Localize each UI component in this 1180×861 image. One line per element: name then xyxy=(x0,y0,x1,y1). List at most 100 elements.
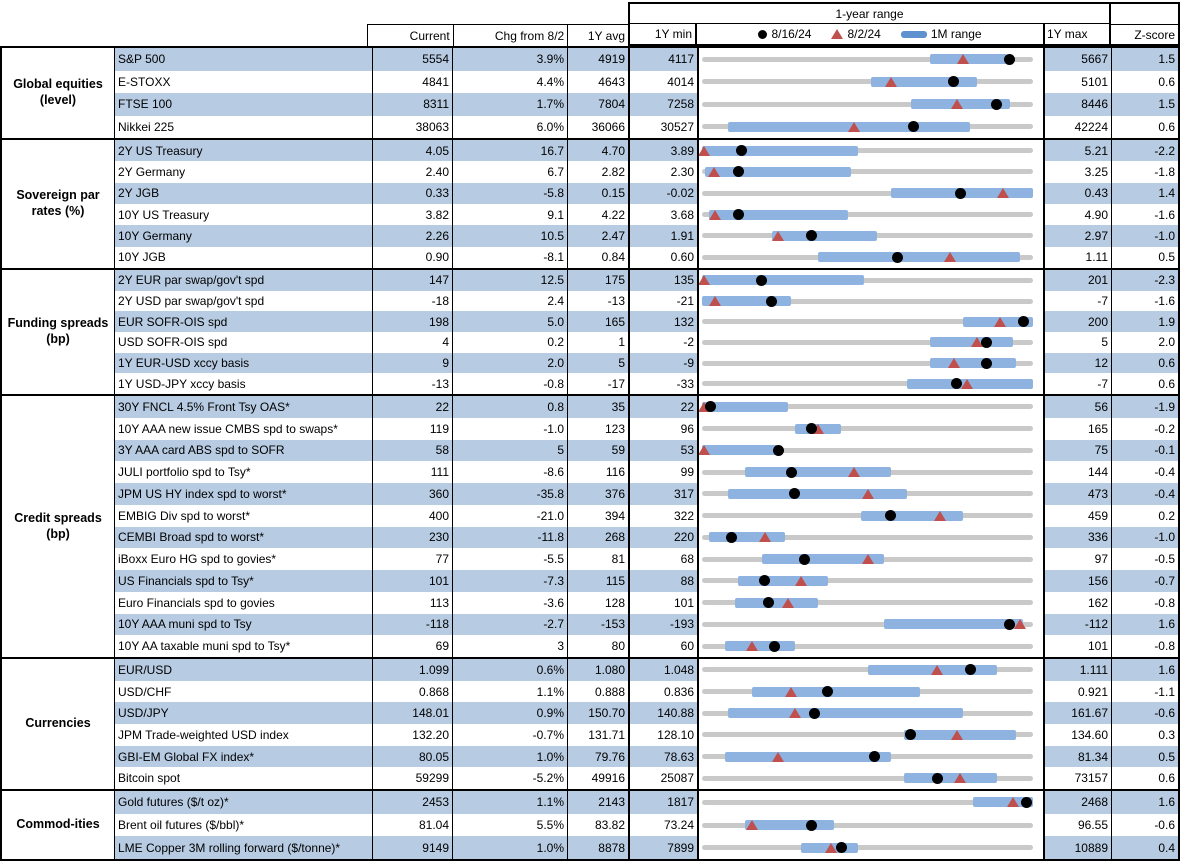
zscore-cell: -1.9 xyxy=(1111,396,1178,418)
zscore-cell: -0.1 xyxy=(1111,439,1178,462)
range-chart-cell xyxy=(697,548,1043,570)
one-month-range-bar xyxy=(702,296,792,306)
avg-cell: -17 xyxy=(567,373,628,395)
max-cell: -7 xyxy=(1043,290,1111,312)
min-cell: 7258 xyxy=(628,93,697,116)
range-chart-cell xyxy=(697,225,1043,247)
chg-cell: 0.6% xyxy=(452,659,567,681)
chg-cell: 6.0% xyxy=(452,115,567,138)
dot-marker-icon xyxy=(789,488,801,500)
avg-cell: 268 xyxy=(567,526,628,549)
current-cell: 38063 xyxy=(372,115,452,138)
range-track xyxy=(702,643,1033,649)
zscore-cell: -0.4 xyxy=(1111,461,1178,483)
table-row: Bitcoin spot 59299 -5.2% 49916 25087 73157 0.6 xyxy=(115,767,1178,790)
dot-marker-icon xyxy=(799,553,811,565)
table-row: 3Y AAA card ABS spd to SOFR 58 5 59 53 75 -0.1 xyxy=(115,439,1178,462)
row-label: 2Y US Treasury xyxy=(115,140,372,162)
table-row: 1Y EUR-USD xccy basis 9 2.0 5 -9 12 0.6 xyxy=(115,352,1178,374)
current-cell: 119 xyxy=(372,417,452,440)
current-cell: 0.868 xyxy=(372,680,452,703)
current-cell: 2.40 xyxy=(372,161,452,183)
avg-cell: 128 xyxy=(567,591,628,614)
current-cell: 132.20 xyxy=(372,724,452,746)
avg-cell: 2143 xyxy=(567,791,628,814)
current-cell: 80.05 xyxy=(372,745,452,768)
range-chart-cell xyxy=(697,836,1043,860)
avg-cell: 376 xyxy=(567,483,628,505)
zscore-cell: 1.6 xyxy=(1111,791,1178,814)
chg-cell: 0.2 xyxy=(452,332,567,353)
triangle-marker-icon xyxy=(950,99,963,110)
max-cell: 0.43 xyxy=(1043,182,1111,204)
triangle-marker-icon xyxy=(1013,619,1026,630)
dot-marker-icon xyxy=(769,640,781,652)
min-cell: 53 xyxy=(628,439,697,462)
min-cell: 132 xyxy=(628,311,697,333)
dot-marker-icon xyxy=(1004,618,1016,630)
avg-cell: 49916 xyxy=(567,767,628,790)
avg-cell: -13 xyxy=(567,290,628,312)
min-cell: 96 xyxy=(628,417,697,440)
table-row: 10Y AAA new issue CMBS spd to swaps* 119-… xyxy=(115,417,1178,440)
dot-marker-icon xyxy=(822,686,834,697)
row-label: LME Copper 3M rolling forward ($/tonne)* xyxy=(115,836,372,860)
range-chart-cell xyxy=(697,396,1043,418)
chg-cell: -0.8 xyxy=(452,373,567,395)
max-cell: 12 xyxy=(1043,352,1111,374)
min-cell: -0.02 xyxy=(628,182,697,204)
chg-cell: 1.7% xyxy=(452,93,567,116)
max-cell: -7 xyxy=(1043,373,1111,395)
current-cell: 59299 xyxy=(372,767,452,790)
dot-marker-icon xyxy=(805,423,817,435)
avg-cell: 83.82 xyxy=(567,813,628,837)
zscore-cell: -0.4 xyxy=(1111,483,1178,505)
table-row: S&P 500 5554 3.9% 4919 4117 5667 1.5 xyxy=(115,48,1178,71)
max-cell: 2468 xyxy=(1043,791,1111,814)
zscore-cell: 0.2 xyxy=(1111,504,1178,527)
min-cell: -2 xyxy=(628,332,697,353)
row-label: USD SOFR-OIS spd xyxy=(118,335,228,350)
dot-marker-icon xyxy=(805,230,817,242)
range-track xyxy=(702,381,1033,387)
triangle-marker-icon xyxy=(934,510,947,521)
avg-cell: 116 xyxy=(567,461,628,483)
chg-cell: 10.5 xyxy=(452,225,567,247)
section-global-equities-level: Global equities (level) S&P 500 5554 3.9% 49… xyxy=(2,48,1178,138)
min-cell: 220 xyxy=(628,526,697,549)
dot-marker-icon xyxy=(1017,316,1029,328)
max-cell: 165 xyxy=(1043,417,1111,440)
range-track xyxy=(702,360,1033,366)
chg-cell: -3.6 xyxy=(452,591,567,614)
min-cell: 4014 xyxy=(628,70,697,93)
dot-marker-icon xyxy=(885,510,897,522)
range-chart-cell xyxy=(697,373,1043,395)
table-row: FTSE 100 8311 1.7% 7804 7258 8446 1.5 xyxy=(115,93,1178,116)
avg-cell: 79.76 xyxy=(567,745,628,768)
group-label: Credit spreads (bp) xyxy=(2,396,115,657)
triangle-marker-icon xyxy=(785,686,798,697)
table-row: USD/JPY 148.01 0.9% 150.70 140.88 161.67 -0.6 xyxy=(115,702,1178,725)
triangle-marker-icon xyxy=(811,423,824,434)
one-month-range-bar xyxy=(728,708,964,719)
zscore-cell: 0.6 xyxy=(1111,70,1178,93)
current-cell: 5554 xyxy=(372,48,452,71)
row-label: CEMBI Broad spd to worst* xyxy=(115,526,372,549)
min-cell: 88 xyxy=(628,570,697,592)
current-cell: 113 xyxy=(372,591,452,614)
table-row: 10Y US Treasury 3.82 9.1 4.22 3.68 4.90 -1.6 xyxy=(115,203,1178,226)
row-label: 2Y Germany xyxy=(118,164,186,179)
dot-marker-icon xyxy=(759,575,771,587)
avg-cell: 4.70 xyxy=(567,140,628,162)
range-track xyxy=(702,600,1033,606)
zscore-cell: 1.6 xyxy=(1111,613,1178,636)
row-label: JPM Trade-weighted USD index xyxy=(118,727,289,742)
dot-marker-icon xyxy=(785,466,797,478)
one-year-range-header: 1-year range 1Y min 8/16/24 8/2/24 1M ra… xyxy=(628,2,1111,46)
table-row: USD/CHF 0.868 1.1% 0.888 0.836 0.921 -1.1 xyxy=(115,680,1178,703)
zscore-cell: -0.6 xyxy=(1111,813,1178,837)
dot-marker-icon xyxy=(908,121,920,133)
avg-cell: 4.22 xyxy=(567,203,628,226)
range-chart-cell xyxy=(697,813,1043,837)
min-cell: 4117 xyxy=(628,48,697,71)
